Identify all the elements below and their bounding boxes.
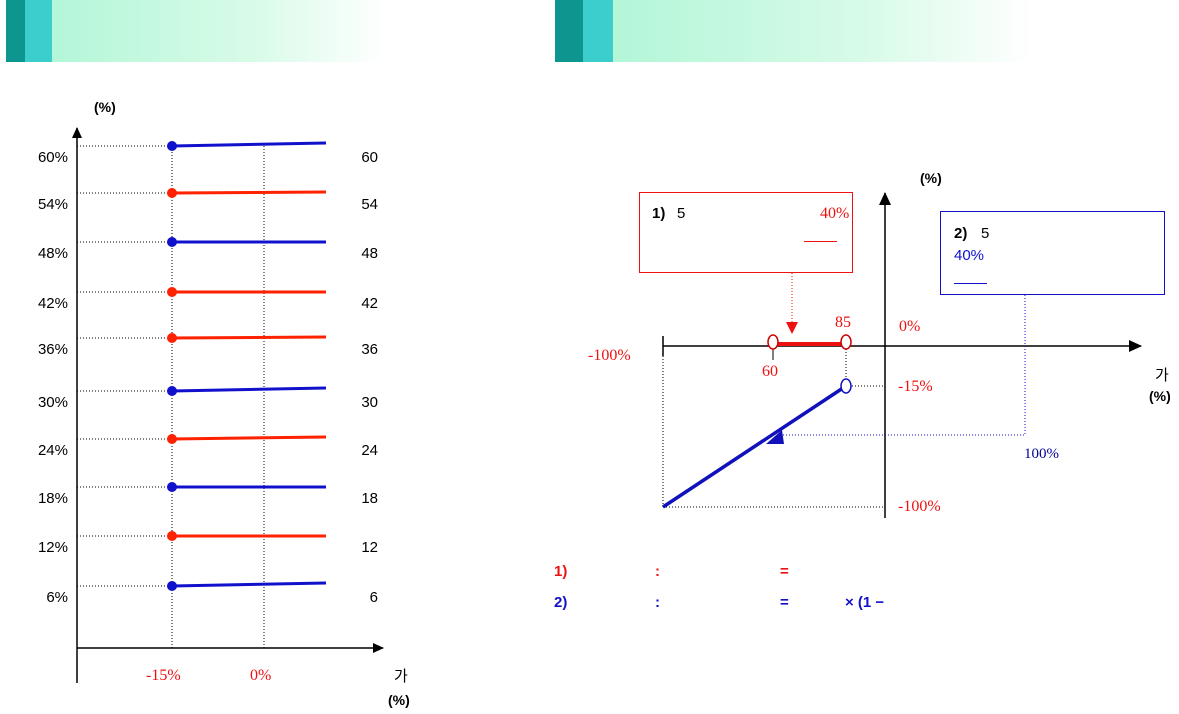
blue-diagonal-arrowhead [766, 430, 784, 444]
level-left-label: 30% [37, 394, 68, 411]
box1-prefix: 1) [652, 205, 666, 222]
level-dot [167, 188, 177, 198]
x-tick-zero: 0% [250, 667, 272, 684]
formula1-label: 1) [554, 563, 568, 580]
level-dot [167, 434, 177, 444]
right-x-label: 가 [1155, 367, 1169, 384]
level-right-label: 54 [361, 196, 378, 213]
left-chart [72, 127, 384, 683]
right-x-unit: (%) [1149, 388, 1171, 404]
point-85 [840, 334, 852, 350]
level-right-label: 30 [361, 394, 378, 411]
level-right-label: 42 [361, 295, 378, 312]
formula1-equals: = [780, 563, 789, 580]
level-left-label: 24% [37, 442, 68, 459]
formula1-colon: : [655, 563, 660, 580]
level-right-label: 12 [361, 539, 378, 556]
level-right-label: 18 [361, 490, 378, 507]
right-header-bar [555, 0, 1035, 62]
label-neg100-bottom: -100% [898, 498, 941, 515]
level-dot [167, 333, 177, 343]
level-line [171, 190, 327, 195]
header-accent-light [583, 0, 613, 62]
callout-box-2: 2) 5 40% [940, 211, 1165, 295]
formula2-equals: = [780, 594, 789, 611]
level-line [171, 386, 327, 393]
header-gradient [52, 0, 386, 62]
level-line [171, 335, 327, 340]
level-dot [167, 482, 177, 492]
label-85: 85 [835, 314, 851, 331]
label-zero: 0% [899, 318, 921, 335]
box2-underline [954, 283, 987, 284]
right-y-unit: (%) [920, 170, 942, 186]
level-line [171, 141, 327, 148]
box2-pointer-line [780, 292, 1026, 436]
header-accent-dark [555, 0, 583, 62]
level-left-label: 6% [46, 589, 68, 606]
label-neg100-left: -100% [588, 347, 631, 364]
level-dot [167, 287, 177, 297]
level-right-label: 6 [369, 589, 378, 606]
level-left-label: 48% [37, 245, 68, 262]
box2-pct: 40% [954, 247, 985, 264]
level-right-label: 60 [361, 149, 378, 166]
blue-diagonal-line [662, 384, 847, 509]
left-x-unit: (%) [388, 692, 410, 708]
box1-underline [804, 241, 837, 242]
level-right-label: 24 [361, 442, 378, 459]
formula2-tail: × (1 − [845, 594, 885, 611]
level-dot [167, 386, 177, 396]
header-accent-light [25, 0, 52, 62]
left-x-label: 가 [394, 668, 408, 685]
level-left-label: 36% [37, 341, 68, 358]
formula2-colon: : [655, 594, 660, 611]
left-header-bar [6, 0, 386, 62]
label-100: 100% [1024, 446, 1059, 462]
left-y-unit: (%) [94, 99, 116, 115]
box1-pointer-arrowhead [786, 322, 798, 334]
box1-num: 5 [677, 205, 686, 222]
level-line [171, 435, 327, 441]
level-dot [167, 531, 177, 541]
level-left-label: 54% [37, 196, 68, 213]
level-left-label: 18% [37, 490, 68, 507]
label-60: 60 [762, 363, 778, 380]
callout-box-1: 1) 5 40% [639, 192, 853, 273]
box2-num: 5 [981, 225, 990, 242]
level-left-label: 60% [37, 149, 68, 166]
label-neg15: -15% [898, 378, 933, 395]
point-neg15 [840, 378, 852, 394]
level-left-label: 42% [37, 295, 68, 312]
box2-prefix: 2) [954, 225, 968, 242]
header-accent-dark [6, 0, 25, 62]
level-right-label: 48 [361, 245, 378, 262]
level-line [171, 581, 327, 588]
box1-pct: 40% [820, 205, 850, 222]
level-left-label: 12% [37, 539, 68, 556]
level-dot [167, 237, 177, 247]
point-60 [767, 334, 779, 350]
level-dot [167, 581, 177, 591]
level-dot [167, 141, 177, 151]
x-tick-neg15: -15% [146, 667, 181, 684]
header-gradient [613, 0, 1035, 62]
level-right-label: 36 [361, 341, 378, 358]
formula2-label: 2) [554, 594, 568, 611]
